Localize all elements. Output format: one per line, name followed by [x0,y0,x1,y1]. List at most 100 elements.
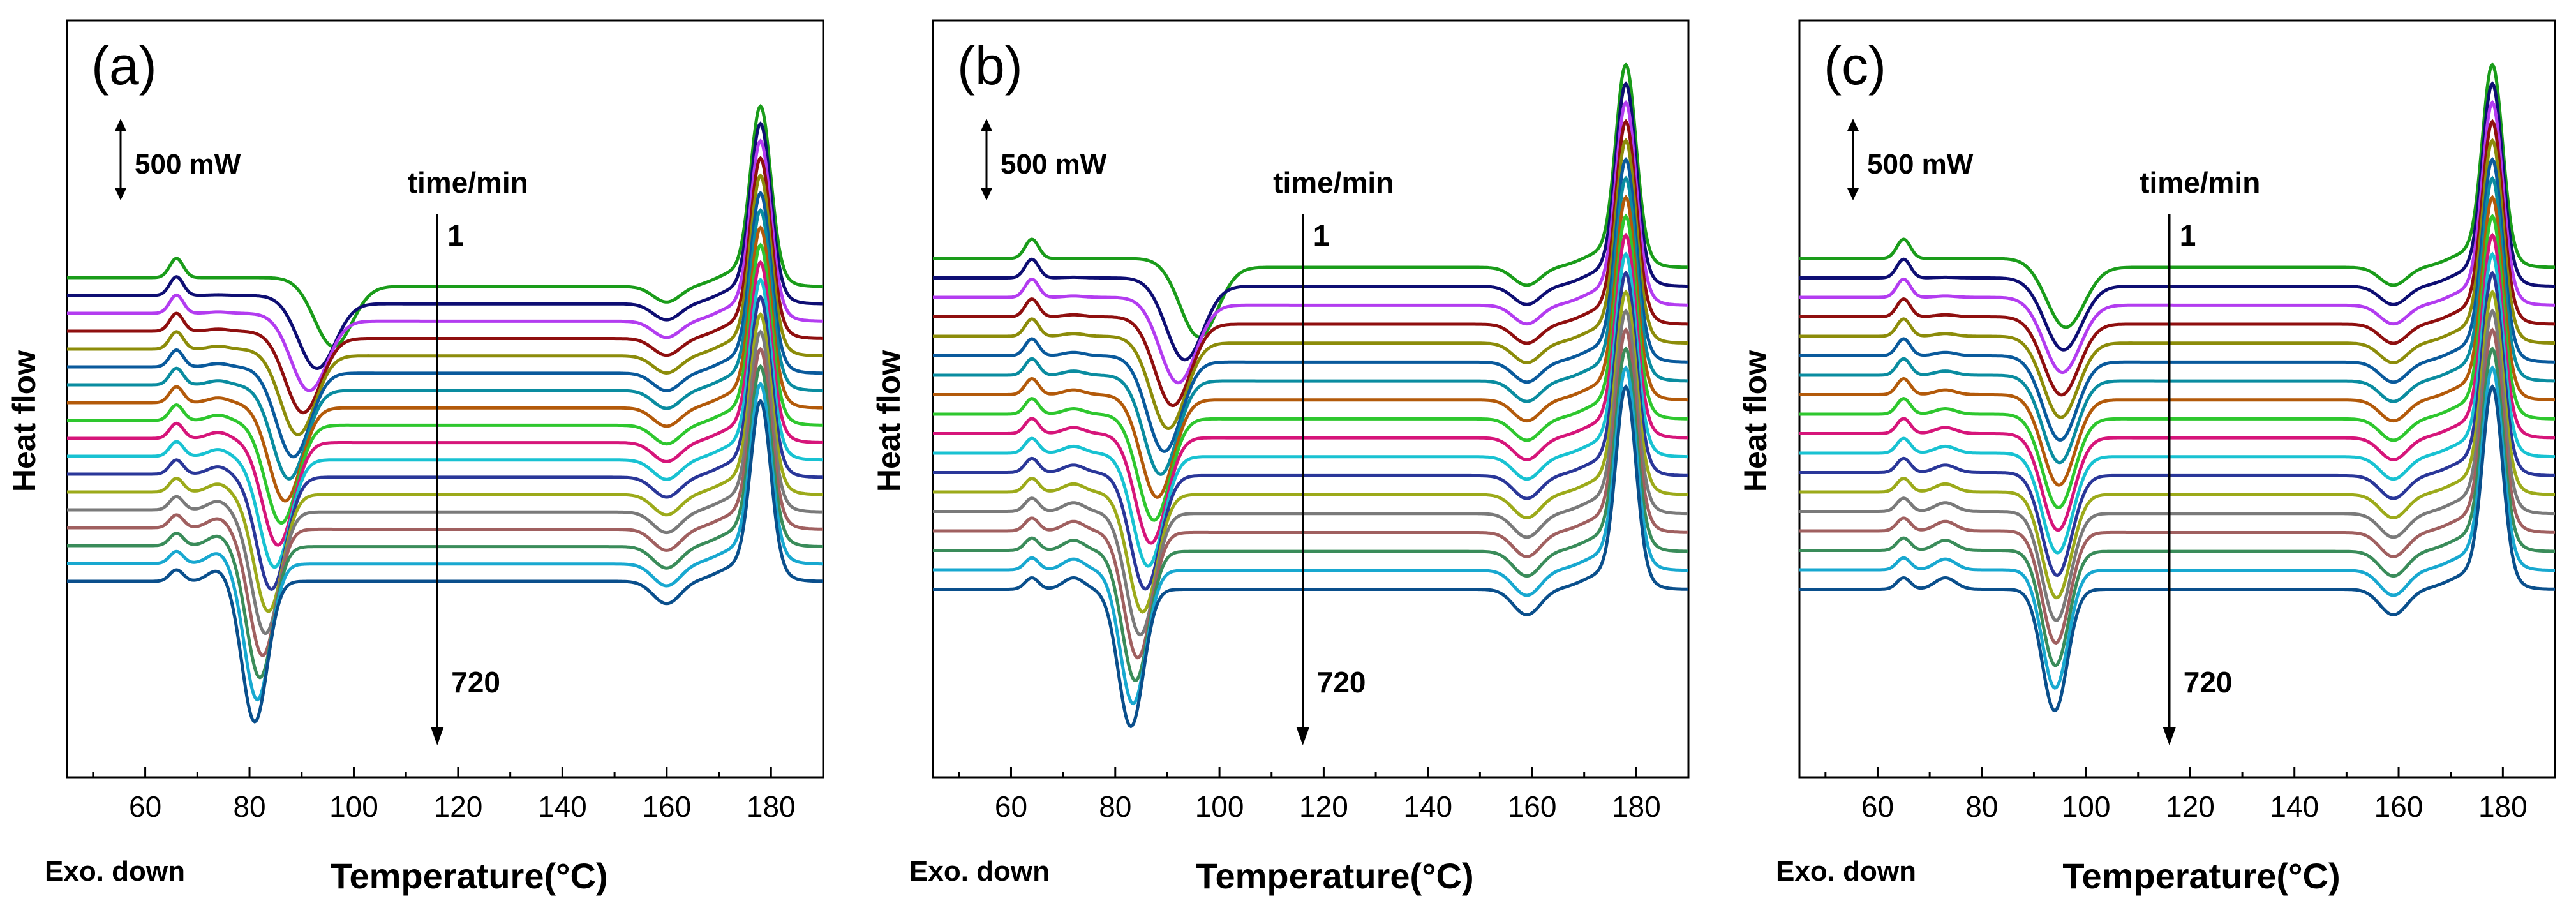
series-line-3 [1799,100,2555,375]
scale-label: 500 mW [135,149,241,180]
series-line-6 [67,190,823,459]
time-arrow-head-icon [431,727,444,745]
series-line-7 [933,175,1688,476]
x-tick-label: 60 [1861,790,1894,823]
series-line-5 [1799,138,2555,419]
series-line-1 [67,103,823,348]
x-tick-label: 160 [2374,790,2423,823]
series-line-12 [1799,270,2555,578]
scale-label: 500 mW [1867,149,1974,180]
series-line-11 [933,251,1688,568]
series-line-1 [1799,62,2555,329]
series-line-9 [67,242,823,525]
y-axis-label: Heat flow [6,350,42,492]
curves [67,103,823,724]
x-axis-label: Temperature(°C) [2062,856,2340,896]
x-tick-label: 100 [1195,790,1244,823]
series-line-13 [1799,289,2555,600]
panel-label: (c) [1824,36,1886,96]
series-line-16 [933,346,1688,682]
x-tick-label: 180 [2478,790,2528,823]
series-line-12 [933,270,1688,591]
series-line-2 [67,121,823,371]
x-axis-label: Temperature(°C) [330,856,607,896]
series-line-7 [67,207,823,481]
curves [933,62,1688,729]
series-line-5 [933,138,1688,431]
series-line-4 [1799,119,2555,397]
x-tick-label: 120 [2166,790,2215,823]
series-line-17 [1799,365,2555,690]
time-start-label: 1 [447,219,464,252]
time-end-label: 720 [1317,666,1366,699]
series-line-15 [1799,327,2555,645]
series-line-2 [933,81,1688,362]
series-line-4 [67,156,823,415]
x-tick-label: 140 [2270,790,2319,823]
panel-c: 60 80 100 120 140 160 180 (c) 500 mW time/min 1 720… [1738,19,2556,896]
time-start-label: 1 [1313,219,1330,252]
series-line-11 [1799,251,2555,555]
series-line-14 [67,329,823,636]
series-line-13 [67,311,823,613]
x-tick-label: 80 [1965,790,1998,823]
series-line-5 [67,173,823,436]
time-end-label: 720 [451,666,500,699]
series-line-18 [933,384,1688,729]
time-start-label: 1 [2180,219,2196,252]
series-line-13 [933,289,1688,614]
series-line-10 [67,260,823,547]
series-line-17 [933,365,1688,706]
x-tick-label: 100 [329,790,378,823]
series-line-12 [67,294,823,592]
y-axis-label: Heat flow [871,350,907,492]
series-line-8 [67,225,823,503]
series-line-8 [1799,195,2555,487]
series-line-6 [933,156,1688,453]
x-axis-label: Temperature(°C) [1196,856,1473,896]
series-line-15 [933,327,1688,660]
series-line-18 [1799,384,2555,713]
panel-b: 60 80 100 120 140 160 180 (b) 500 mW time/min 1 720… [871,19,1690,896]
x-tick-label: 100 [2062,790,2111,823]
time-title: time/min [408,166,528,199]
series-line-7 [1799,175,2555,465]
series-line-3 [933,100,1688,385]
series-line-9 [933,213,1688,522]
series-line-18 [67,398,823,724]
series-line-14 [1799,308,2555,622]
series-line-16 [67,364,823,680]
series-line-10 [1799,232,2555,532]
series-line-4 [933,119,1688,408]
time-title: time/min [2140,166,2260,199]
scale-arrow-up-icon [115,119,126,131]
exo-direction-label: Exo. down [1776,856,1916,887]
exo-direction-label: Exo. down [45,856,185,887]
series-line-6 [1799,156,2555,442]
scale-label: 500 mW [1001,149,1107,180]
curves [1799,62,2555,713]
panel-a: 60 80 100 120 140 160 180 (a) 500 mW time/min 1 720… [6,19,824,896]
time-arrow-head-icon [2163,727,2176,745]
y-axis-label: Heat flow [1738,350,1773,492]
scale-arrow-up-icon [1847,119,1859,131]
series-line-1 [933,62,1688,339]
x-tick-label: 160 [1508,790,1557,823]
x-tick-label: 120 [1299,790,1348,823]
series-line-15 [67,347,823,657]
scale-arrow-down-icon [1847,188,1859,200]
time-arrow-head-icon [1296,727,1309,745]
x-tick-label: 120 [434,790,483,823]
exo-direction-label: Exo. down [909,856,1050,887]
x-tick-label: 60 [995,790,1027,823]
scale-arrow-up-icon [981,119,992,131]
scale-arrow-down-icon [115,188,126,200]
panel-label: (a) [91,36,157,96]
x-tick-label: 160 [642,790,691,823]
x-tick-label: 140 [538,790,587,823]
series-line-11 [67,277,823,569]
x-tick-label: 140 [1403,790,1452,823]
time-end-label: 720 [2184,666,2233,699]
series-line-3 [67,138,823,392]
